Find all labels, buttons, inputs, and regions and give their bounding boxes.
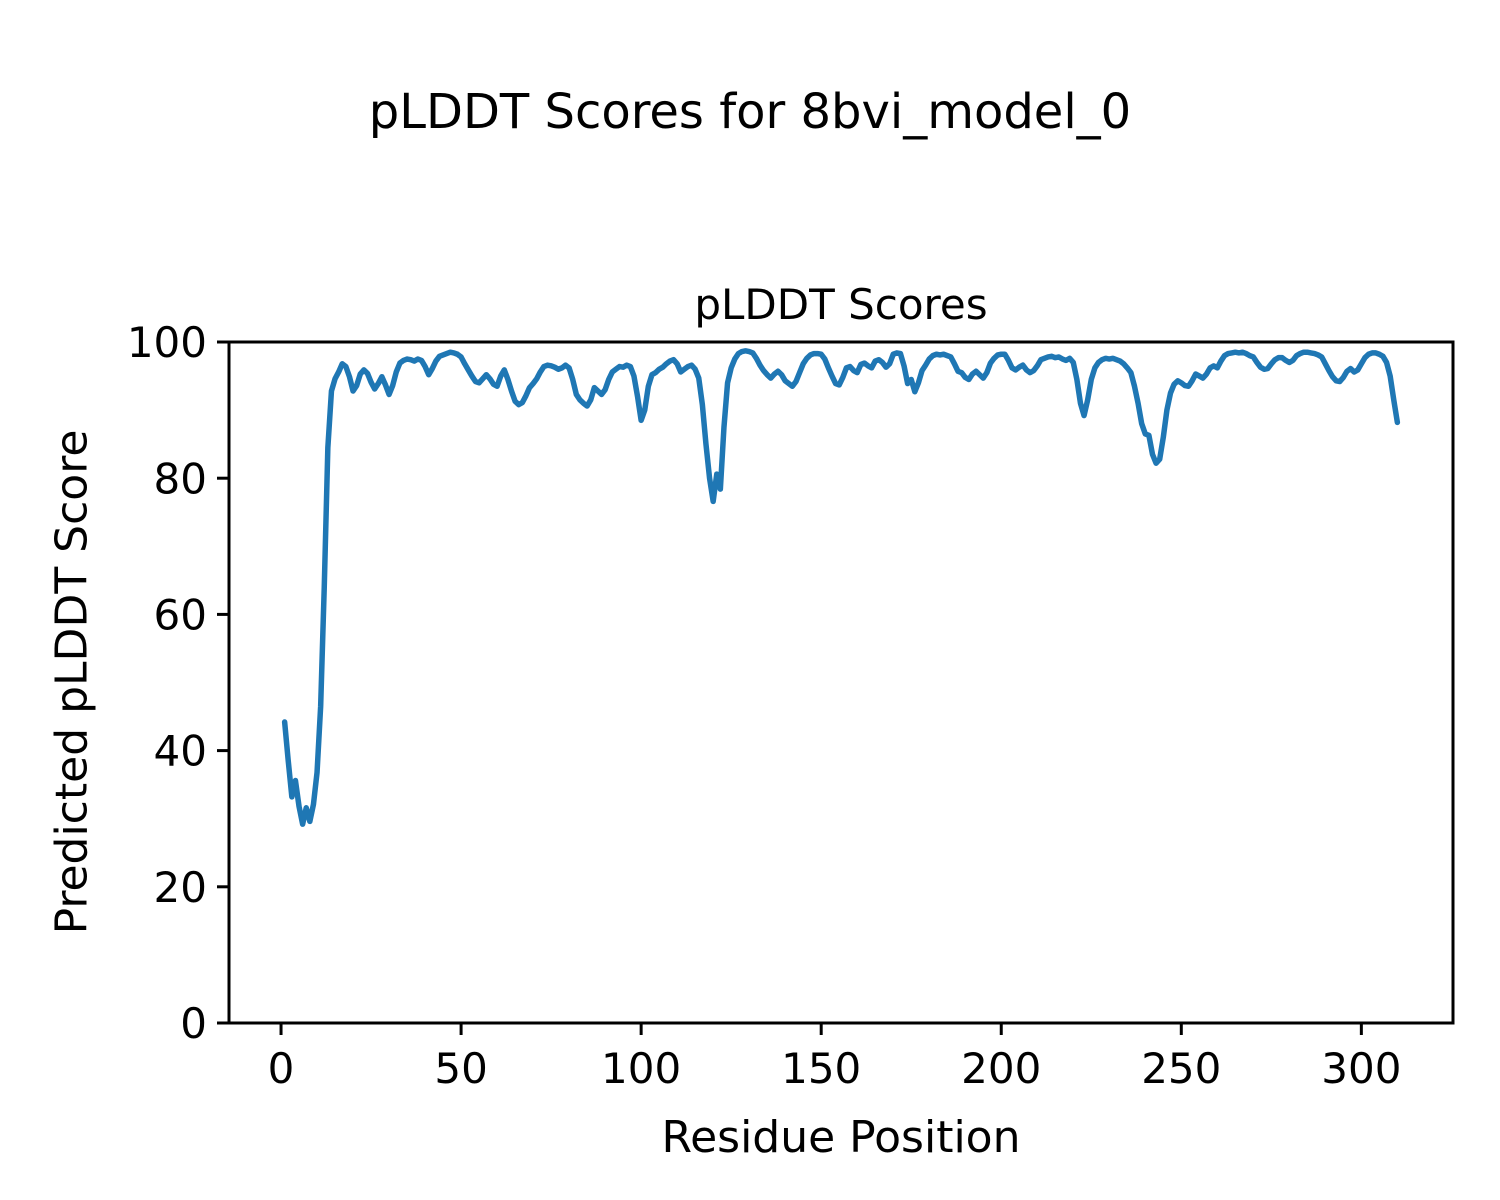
y-tick-label: 20	[154, 863, 207, 912]
y-tick-label: 80	[154, 454, 207, 503]
x-tick-label: 150	[781, 1044, 861, 1093]
x-tick-label: 100	[601, 1044, 681, 1093]
axes-title: pLDDT Scores	[694, 280, 988, 329]
y-tick-label: 100	[127, 318, 207, 367]
x-tick-label: 0	[268, 1044, 295, 1093]
x-tick-label: 300	[1321, 1044, 1401, 1093]
x-tick-label: 200	[961, 1044, 1041, 1093]
y-tick-label: 0	[180, 999, 207, 1048]
x-tick-label: 250	[1141, 1044, 1221, 1093]
plddt-line	[281, 348, 1401, 827]
y-tick-label: 60	[154, 591, 207, 640]
x-tick-label: 50	[434, 1044, 487, 1093]
figure-title: pLDDT Scores for 8bvi_model_0	[368, 84, 1132, 140]
x-axis-label: Residue Position	[661, 1112, 1021, 1163]
axes-spines	[227, 340, 1455, 1025]
y-tick-label: 40	[154, 727, 207, 776]
